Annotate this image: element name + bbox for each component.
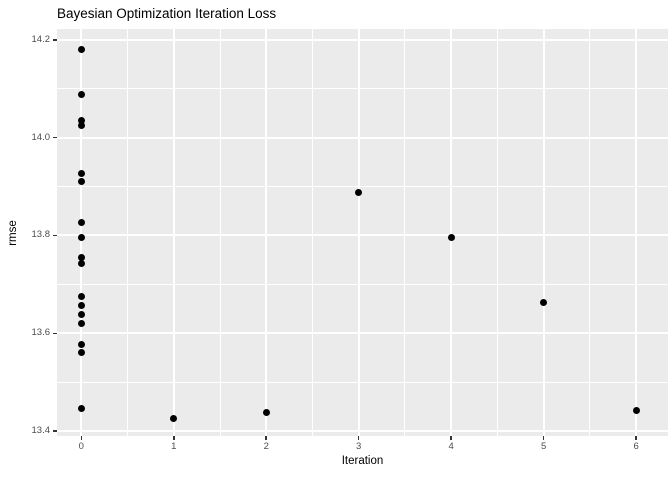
x-tick-label: 2 (263, 441, 269, 452)
x-tick-label: 6 (633, 441, 639, 452)
y-tick-label: 13.6 (31, 327, 51, 339)
data-point (77, 253, 85, 261)
y-minor-gridline (57, 88, 668, 90)
x-tick-label: 1 (171, 441, 177, 452)
x-tick-mark (635, 436, 637, 440)
y-tick-label: 14.2 (31, 33, 51, 45)
y-axis-title: rmse (7, 219, 19, 246)
data-point (77, 121, 85, 129)
data-point (77, 116, 85, 124)
data-point (447, 233, 455, 241)
data-point (77, 234, 85, 242)
x-axis-title: Iteration (341, 455, 384, 467)
x-tick-mark (80, 436, 83, 440)
x-tick-label: 4 (448, 441, 454, 452)
data-point (77, 349, 85, 357)
data-point (262, 409, 270, 417)
y-minor-gridline (57, 186, 668, 188)
x-minor-gridline (589, 29, 591, 436)
y-major-gridline (57, 430, 668, 433)
data-point (77, 340, 85, 348)
data-point (77, 46, 85, 54)
y-major-gridline (57, 234, 668, 237)
y-minor-gridline (57, 381, 668, 383)
y-tick-mark (53, 332, 57, 335)
data-point (77, 319, 85, 327)
x-major-gridline (172, 29, 175, 436)
y-major-gridline (57, 38, 668, 41)
y-tick-mark (53, 136, 57, 139)
x-major-gridline (635, 29, 638, 436)
x-tick-mark (173, 436, 175, 440)
x-minor-gridline (404, 29, 406, 436)
y-minor-gridline (57, 283, 668, 285)
data-point (77, 311, 85, 319)
x-tick-mark (357, 436, 360, 440)
x-tick-label: 3 (356, 441, 362, 452)
x-minor-gridline (219, 29, 221, 436)
y-tick-label: 14.0 (31, 131, 51, 143)
data-point (77, 302, 85, 310)
data-point (170, 414, 178, 422)
y-tick-label: 13.8 (31, 229, 51, 241)
x-minor-gridline (496, 29, 498, 436)
y-tick-label: 13.4 (31, 425, 51, 437)
data-point (77, 91, 85, 99)
x-tick-label: 0 (78, 441, 84, 452)
x-minor-gridline (127, 29, 129, 436)
x-major-gridline (542, 29, 545, 436)
y-tick-mark (53, 39, 57, 41)
plot-panel (57, 29, 668, 436)
data-point (77, 405, 85, 413)
data-point (77, 169, 85, 177)
y-axis-title-wrap: rmse (0, 29, 26, 436)
data-point (355, 189, 363, 197)
data-point (77, 219, 85, 227)
data-point (77, 260, 85, 268)
x-tick-label: 5 (540, 441, 547, 452)
y-major-gridline (57, 332, 668, 335)
y-tick-mark (53, 234, 57, 237)
x-major-gridline (450, 29, 453, 436)
x-major-gridline (265, 29, 268, 436)
chart-title: Bayesian Optimization Iteration Loss (57, 6, 277, 21)
data-point (77, 293, 85, 301)
y-major-gridline (57, 136, 668, 139)
x-tick-mark (265, 436, 267, 440)
y-tick-mark (53, 430, 57, 432)
data-point (77, 178, 85, 186)
x-tick-mark (450, 436, 452, 440)
data-point (632, 407, 640, 415)
x-major-gridline (80, 29, 83, 436)
x-tick-mark (542, 436, 545, 440)
data-point (540, 299, 548, 307)
x-minor-gridline (311, 29, 313, 436)
x-major-gridline (357, 29, 360, 436)
